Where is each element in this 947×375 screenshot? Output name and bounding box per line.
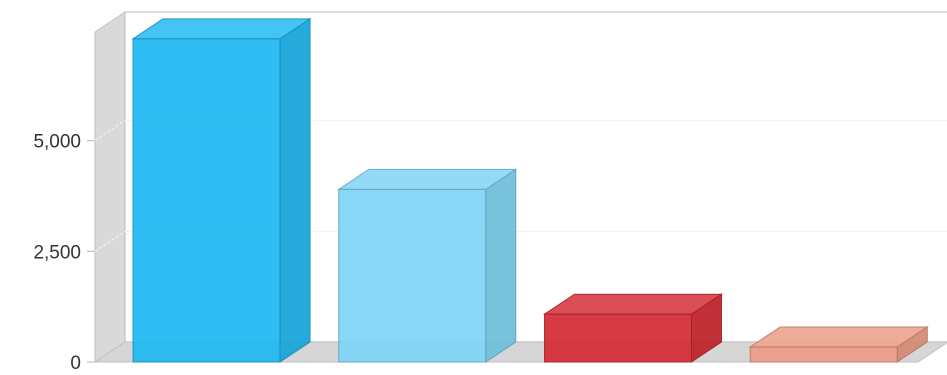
y-axis: 0 2,500 5,000 [33,132,95,374]
bars [131,17,929,363]
side-wall [94,11,126,363]
bar [748,326,929,363]
bar-side [279,17,311,363]
bar-top [337,168,518,190]
chart-walls [93,11,947,363]
bar [337,168,518,363]
gridline [94,120,126,142]
bar-front [544,313,692,363]
bar-front [132,38,281,363]
y-tick-label: 2,500 [33,242,81,263]
bar-top [131,18,312,40]
gridline [94,230,126,252]
bar-front [749,346,898,363]
bar [542,293,724,363]
bar-side [485,168,517,363]
bar-top [542,293,724,315]
y-tick-label: 5,000 [33,132,81,153]
y-tick-label: 0 [70,353,81,374]
bar-front [338,188,487,363]
bar-top [748,326,929,348]
bar [131,17,312,363]
